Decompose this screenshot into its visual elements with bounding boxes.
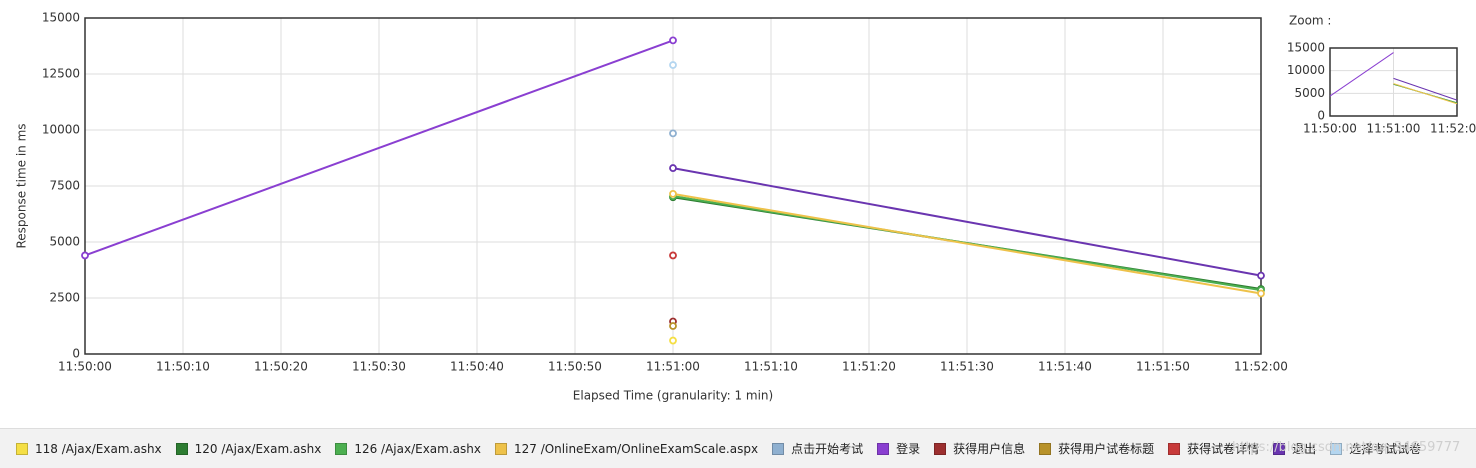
x-tick-label: 11:50:00 <box>1303 122 1357 136</box>
zoom-title: Zoom : <box>1289 14 1331 28</box>
x-tick-label: 11:51:20 <box>842 360 896 374</box>
watermark: https://blog.csdn.net/qq_34659777 <box>1232 440 1461 455</box>
data-point <box>669 36 677 45</box>
data-point <box>669 164 677 172</box>
legend-item[interactable]: 127 /OnlineExam/OnlineExamScale.aspx <box>494 441 759 456</box>
y-tick-label: 15000 <box>1287 41 1325 55</box>
legend-swatch <box>335 442 348 455</box>
legend: 118 /Ajax/Exam.ashx 120 /Ajax/Exam.ashx 12… <box>0 428 1476 468</box>
x-tick-label: 11:51:40 <box>1038 360 1092 374</box>
x-tick-label: 11:52:00 <box>1234 360 1288 374</box>
legend-swatch <box>1168 442 1181 455</box>
legend-swatch <box>16 442 28 455</box>
y-tick-label: 7500 <box>49 179 80 193</box>
legend-item[interactable]: 获得试卷详情 <box>1168 440 1259 457</box>
plot-frame <box>1329 47 1458 117</box>
y-tick-label: 10000 <box>42 123 80 137</box>
x-tick-label: 11:50:30 <box>352 360 406 374</box>
y-tick-label: 12500 <box>42 67 80 81</box>
legend-swatch <box>1039 442 1052 455</box>
series-line <box>84 39 674 257</box>
data-point <box>81 251 89 260</box>
x-tick-label: 11:51:10 <box>744 360 798 374</box>
data-point <box>669 251 677 260</box>
legend-swatch <box>1273 442 1286 455</box>
data-point <box>669 61 677 69</box>
legend-label: 118 /Ajax/Exam.ashx <box>35 441 162 456</box>
series-line <box>1393 83 1458 105</box>
legend-swatch <box>1330 442 1343 455</box>
legend-label: 126 /Ajax/Exam.ashx <box>354 441 481 456</box>
legend-label: 点击开始考试 <box>791 442 864 456</box>
legend-swatch <box>877 442 890 455</box>
y-tick-label: 5000 <box>1294 86 1325 100</box>
y-tick-label: 10000 <box>1287 63 1325 77</box>
data-point <box>669 189 677 198</box>
legend-swatch <box>494 442 507 455</box>
x-tick-label: 11:50:10 <box>156 360 210 374</box>
x-tick-label: 11:50:00 <box>58 360 112 374</box>
legend-swatch <box>934 442 947 455</box>
series-line <box>1329 52 1394 97</box>
legend-label: 获得用户试卷标题 <box>1058 442 1155 456</box>
x-tick-label: 11:51:00 <box>1367 122 1421 136</box>
legend-label: 获得试卷详情 <box>1187 442 1260 456</box>
data-point <box>1257 289 1265 298</box>
y-tick-label: 2500 <box>49 291 80 305</box>
legend-item[interactable]: 获得用户信息 <box>934 440 1025 457</box>
legend-label: 120 /Ajax/Exam.ashx <box>194 441 322 456</box>
x-tick-label: 11:51:30 <box>940 360 994 374</box>
x-axis-label: Elapsed Time (granularity: 1 min) <box>573 389 773 403</box>
legend-item[interactable]: 登录 <box>877 440 920 457</box>
series-line <box>1393 77 1458 101</box>
legend-label: 选择考试试卷 <box>1349 442 1422 456</box>
legend-item[interactable]: 点击开始考试 <box>772 440 863 457</box>
legend-label: 退出 <box>1292 442 1317 456</box>
y-axis-label: Response time in ms <box>15 123 29 248</box>
x-tick-label: 11:51:00 <box>646 360 700 374</box>
data-point <box>1257 271 1265 280</box>
x-tick-label: 11:52:00 <box>1430 122 1476 136</box>
y-tick-label: 15000 <box>42 11 80 25</box>
legend-label: 登录 <box>896 442 921 456</box>
y-tick-label: 0 <box>72 347 80 361</box>
legend-swatch <box>175 442 188 455</box>
y-tick-label: 5000 <box>49 235 80 249</box>
chart: Response time in ms Elapsed Time (granul… <box>15 11 1476 403</box>
data-point <box>669 336 677 345</box>
x-tick-label: 11:50:50 <box>548 360 602 374</box>
legend-swatch <box>772 442 785 455</box>
legend-label: 获得用户信息 <box>953 442 1026 456</box>
y-tick-label: 0 <box>1317 109 1325 123</box>
legend-label: 127 /OnlineExam/OnlineExamScale.aspx <box>513 441 759 456</box>
series-line <box>672 192 1262 295</box>
legend-item[interactable]: 退出 <box>1273 440 1316 457</box>
x-tick-label: 11:51:50 <box>1136 360 1190 374</box>
data-point <box>669 322 677 330</box>
data-point <box>669 129 677 138</box>
x-tick-label: 11:50:20 <box>254 360 308 374</box>
legend-item[interactable]: 120 /Ajax/Exam.ashx <box>175 441 322 456</box>
legend-item[interactable]: 获得用户试卷标题 <box>1039 440 1154 457</box>
legend-item[interactable]: 126 /Ajax/Exam.ashx <box>335 442 481 456</box>
plot-frame <box>84 17 1262 355</box>
series-line <box>672 167 1262 277</box>
x-tick-label: 11:50:40 <box>450 360 504 374</box>
legend-item[interactable]: 118 /Ajax/Exam.ashx <box>16 442 162 456</box>
legend-item[interactable]: 选择考试试卷 <box>1330 440 1421 457</box>
